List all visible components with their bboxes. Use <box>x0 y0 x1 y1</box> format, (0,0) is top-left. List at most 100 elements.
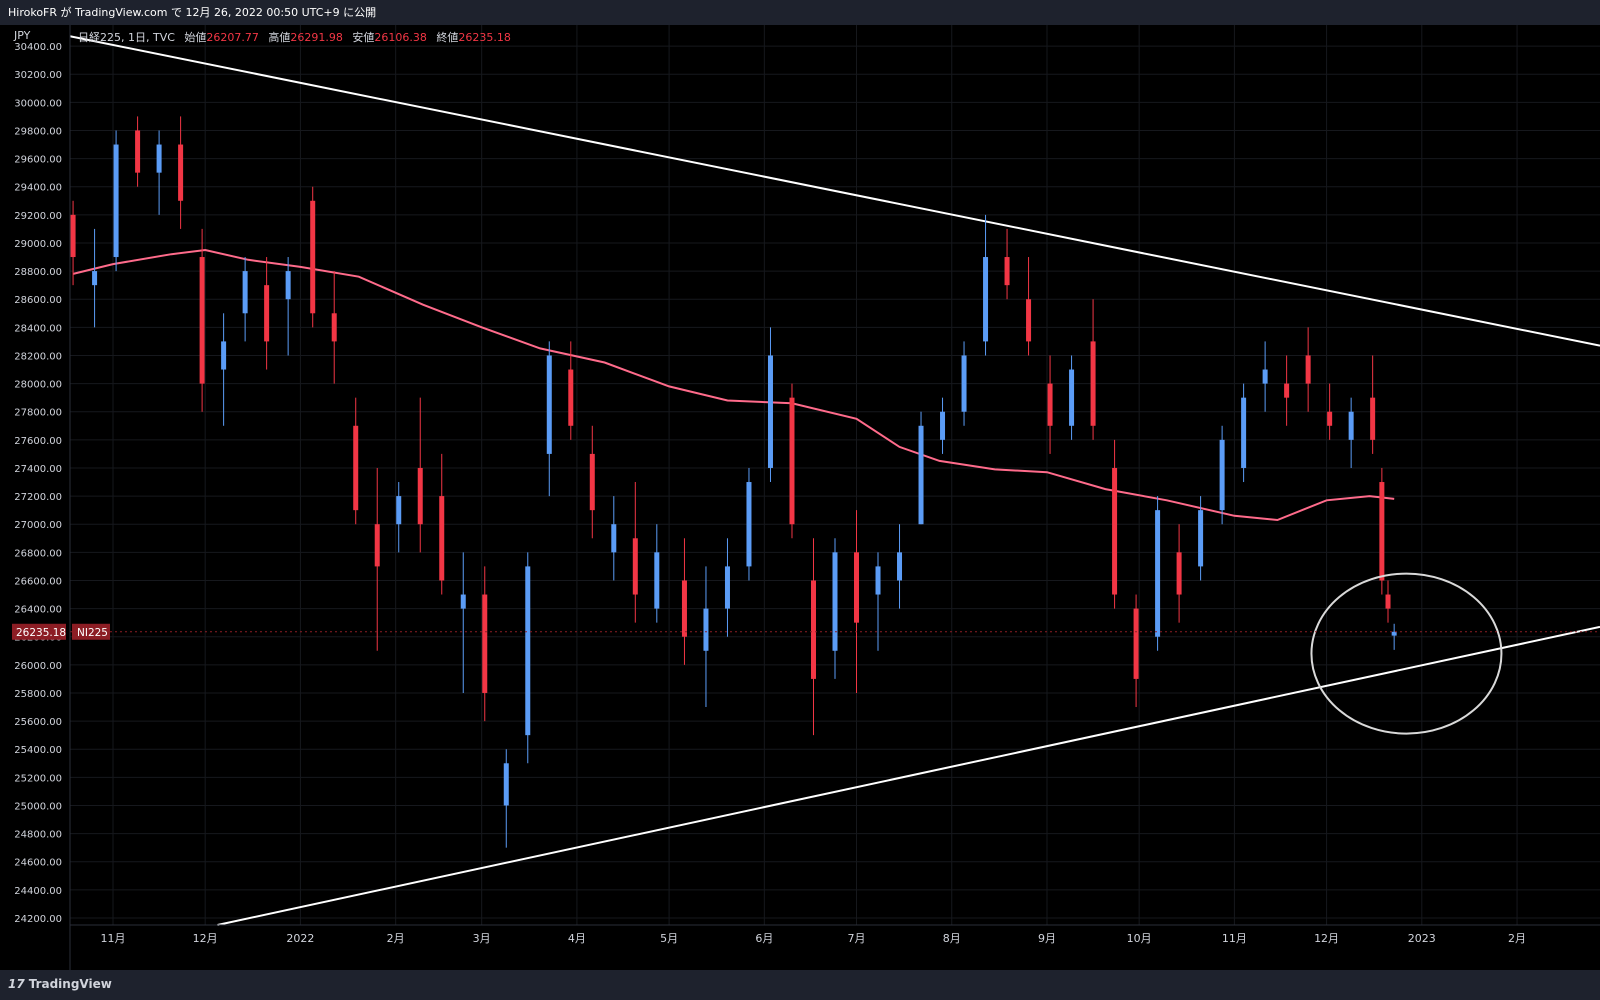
y-tick-label: 29200.00 <box>14 211 62 222</box>
symbol-badge <box>72 623 110 640</box>
candle-body <box>92 271 98 286</box>
candle-body <box>1348 411 1354 440</box>
candle-body <box>439 496 445 581</box>
x-tick-label: 11月 <box>1222 932 1247 945</box>
candle-body <box>1370 397 1376 440</box>
candle-body <box>767 355 773 468</box>
y-tick-label: 28000.00 <box>14 380 62 391</box>
x-axis[interactable]: 11月 12月 2022 2月 3月 4月 5月 6月 7月 8月 9月 10月 11月 12月 2023 2… <box>70 924 1600 945</box>
candle-body <box>1327 411 1333 426</box>
candle-body <box>178 144 184 201</box>
candle-body <box>70 214 76 258</box>
tradingview-logo[interactable]: 17 TradingView <box>8 977 112 991</box>
y-tick-label: 24400.00 <box>14 886 62 897</box>
candle-body <box>503 763 509 806</box>
y-tick-label: 27200.00 <box>14 492 62 503</box>
legend-high-value: 26291.98 <box>290 31 343 44</box>
candle-body <box>264 285 270 342</box>
y-tick-label: 28600.00 <box>14 295 62 306</box>
y-tick-label: 28200.00 <box>14 351 62 362</box>
candle-body <box>310 200 316 314</box>
candle-body <box>897 552 903 581</box>
candle-body <box>221 341 227 370</box>
candle-body <box>703 608 709 651</box>
candle-body <box>875 566 881 595</box>
candle-body <box>746 482 752 567</box>
y-tick-label: 24200.00 <box>14 914 62 925</box>
candle-body <box>1385 594 1391 609</box>
moving-average <box>72 248 1395 522</box>
trendline <box>217 625 1600 926</box>
x-tick-label: 2022 <box>286 932 314 945</box>
last-price-tag: 26235.18 NI225 <box>12 623 110 640</box>
y-tick-label: 27400.00 <box>14 464 62 475</box>
x-tick-label: 2月 <box>1508 932 1526 945</box>
highlight-ellipse-group[interactable] <box>1310 572 1503 735</box>
candle-body <box>654 552 660 609</box>
trendline <box>69 35 1600 347</box>
y-tick-label: 29000.00 <box>14 239 62 250</box>
candle-body <box>832 552 838 651</box>
y-tick-label: 30200.00 <box>14 70 62 81</box>
candle-body <box>113 144 119 258</box>
x-tick-label: 2023 <box>1408 932 1436 945</box>
symbol-tag: NI225 <box>77 627 108 639</box>
tradingview-brand: TradingView <box>28 977 112 991</box>
y-tick-label: 25200.00 <box>14 773 62 784</box>
candle-body <box>1284 383 1290 398</box>
candle-body <box>525 566 531 736</box>
highlight-ellipse <box>1310 572 1503 735</box>
y-tick-label: 29400.00 <box>14 183 62 194</box>
y-tick-label: 28800.00 <box>14 267 62 278</box>
candle-body <box>353 425 359 511</box>
candle-body <box>156 144 162 173</box>
candle-body <box>1069 369 1075 426</box>
grid <box>70 25 1600 925</box>
y-tick-label: 24800.00 <box>14 830 62 841</box>
candle-body <box>918 425 924 525</box>
candle-body <box>242 271 248 314</box>
y-tick-label: 30400.00 <box>14 42 62 53</box>
candle-body <box>1047 383 1053 426</box>
candle-body <box>1262 369 1268 384</box>
y-tick-label: 27600.00 <box>14 436 62 447</box>
trendlines[interactable] <box>69 35 1600 926</box>
y-axis-background <box>0 25 70 970</box>
svg-text:日経225, 1日, TVC 始値26207: 日経225, 1日, TVC 始値26207.77 高値26291.98 安値2… <box>78 30 511 44</box>
y-tick-label: 24600.00 <box>14 858 62 869</box>
candle-body <box>285 271 291 300</box>
candle-body <box>1241 397 1247 468</box>
y-tick-label: 25400.00 <box>14 745 62 756</box>
candle-body <box>961 355 967 412</box>
x-tick-label: 5月 <box>660 932 678 945</box>
y-tick-label: 28400.00 <box>14 323 62 334</box>
candle-body <box>396 496 402 525</box>
legend-low-value: 26106.38 <box>374 31 427 44</box>
candle-body <box>1026 299 1032 342</box>
x-tick-label: 8月 <box>943 932 961 945</box>
tradingview-mark-icon: 17 <box>8 977 25 991</box>
x-tick-label: 12月 <box>1314 932 1339 945</box>
legend-open-label: 始値 <box>184 30 206 44</box>
legend-close-value: 26235.18 <box>458 31 511 44</box>
candle-body <box>374 524 380 567</box>
candlestick-chart[interactable]: 24200.00 24400.00 24600.00 24800.00 25000.00… <box>0 25 1600 970</box>
candle-body <box>568 369 574 426</box>
moving-average-line <box>72 248 1395 522</box>
candle-body <box>417 467 423 525</box>
candle-body <box>1391 631 1397 636</box>
x-tick-label: 11月 <box>101 932 126 945</box>
candle-body <box>940 411 946 440</box>
y-tick-label: 29600.00 <box>14 155 62 166</box>
x-tick-label: 10月 <box>1127 932 1152 945</box>
chart-panel[interactable]: 24200.00 24400.00 24600.00 24800.00 25000.00… <box>0 25 1600 970</box>
x-tick-label: 7月 <box>848 932 866 945</box>
candle-body <box>1305 355 1311 384</box>
legend-high-label: 高値 <box>268 30 290 44</box>
last-price-value: 26235.18 <box>16 627 66 639</box>
x-tick-label: 2月 <box>387 932 405 945</box>
y-axis[interactable]: 24200.00 24400.00 24600.00 24800.00 25000.00… <box>14 25 71 970</box>
candle-body <box>1155 510 1161 637</box>
y-tick-label: 25600.00 <box>14 717 62 728</box>
legend-symbol: 日経225, 1日, TVC <box>78 31 175 44</box>
